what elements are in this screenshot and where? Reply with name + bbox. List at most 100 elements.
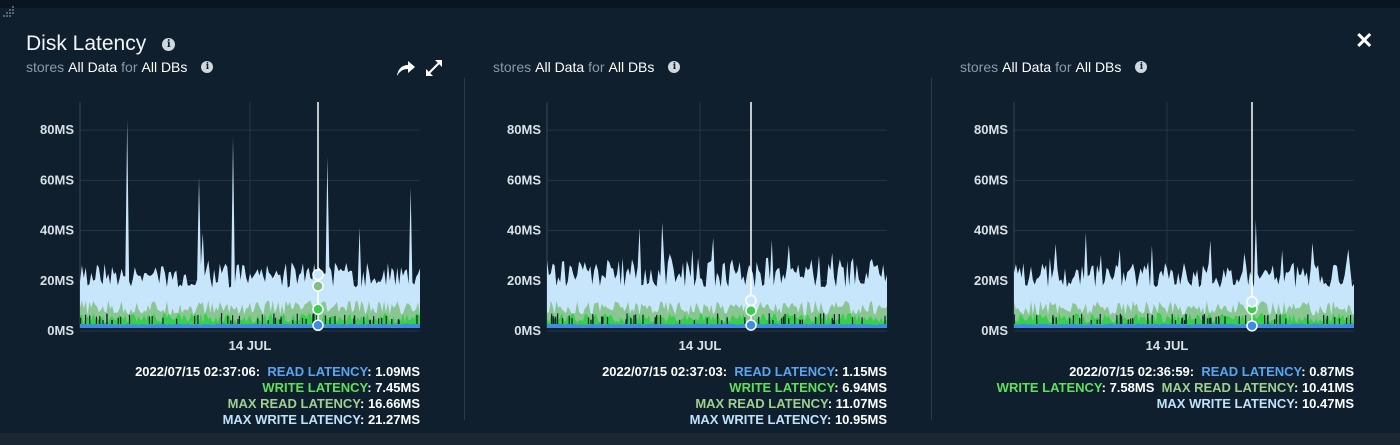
close-icon[interactable]: ✕	[1355, 28, 1374, 53]
x-tick-label: 14 JUL	[679, 338, 722, 353]
series-read-area	[80, 323, 420, 328]
legend-line: MAX WRITE LATENCY: 10.47MS	[940, 396, 1354, 412]
legend-read-value: : 1.15MS	[834, 364, 887, 379]
legend-write-value: : 7.45MS	[367, 380, 420, 395]
panel-subtitle: stores All Data for All DBs i	[493, 59, 681, 75]
legend-write-value: : 6.94MS	[834, 380, 887, 395]
info-icon[interactable]: i	[668, 61, 681, 73]
cursor-marker-read	[312, 319, 324, 332]
legend-max-write-label: MAX WRITE LATENCY	[1156, 396, 1295, 411]
subtitle-store[interactable]: All Data	[68, 59, 118, 75]
cursor-marker-max-write	[1246, 295, 1258, 308]
drag-handle-icon[interactable]	[2, 6, 20, 24]
x-tick-label: 14 JUL	[1146, 338, 1189, 353]
legend-max-write-label: MAX WRITE LATENCY	[689, 412, 828, 427]
subtitle-store[interactable]: All Data	[1002, 59, 1052, 75]
cursor-marker-max-write	[312, 268, 324, 281]
legend-read-label: READ LATENCY	[267, 364, 368, 379]
info-icon[interactable]: i	[162, 37, 176, 51]
y-tick-label: 20MS	[974, 273, 1008, 288]
legend-read-value: : 0.87MS	[1301, 364, 1354, 379]
y-tick-label: 0MS	[47, 323, 74, 338]
legend-line: 2022/07/15 02:37:03: READ LATENCY: 1.15M…	[500, 364, 887, 380]
bottom-strip	[0, 433, 1400, 445]
legend-line: WRITE LATENCY: 7.58MS MAX READ LATENCY: …	[940, 380, 1354, 396]
cursor-marker-write	[312, 303, 324, 316]
subtitle-db[interactable]: All DBs	[608, 59, 655, 75]
y-tick-label: 40MS	[40, 223, 74, 238]
y-tick-label: 60MS	[40, 172, 74, 187]
legend-max-read-value: : 10.41MS	[1294, 380, 1354, 395]
y-tick-label: 0MS	[514, 323, 541, 338]
subtitle-store[interactable]: All Data	[535, 59, 585, 75]
legend-max-write-label: MAX WRITE LATENCY	[222, 412, 361, 427]
legend-max-write-value: : 10.95MS	[827, 412, 887, 427]
legend-timestamp: 2022/07/15 02:37:03:	[602, 364, 728, 379]
legend-line: MAX WRITE LATENCY: 10.95MS	[500, 412, 887, 428]
legend-max-read-label: MAX READ LATENCY	[227, 396, 361, 411]
y-tick-label: 80MS	[974, 122, 1008, 137]
legend-write-label: WRITE LATENCY	[996, 380, 1102, 395]
cursor-marker-read	[745, 319, 757, 331]
series-read-area	[1014, 323, 1354, 328]
y-tick-label: 20MS	[40, 273, 74, 288]
legend-max-read-label: MAX READ LATENCY	[695, 396, 828, 411]
y-tick-label: 80MS	[40, 122, 74, 137]
series-max-write-area	[1014, 220, 1354, 328]
subtitle-prefix: stores	[493, 59, 532, 75]
y-tick-label: 60MS	[974, 172, 1008, 187]
info-icon[interactable]: i	[1135, 61, 1148, 73]
legend-read-value: : 1.09MS	[367, 364, 420, 379]
legend-max-write-value: : 10.47MS	[1294, 396, 1354, 411]
subtitle-db[interactable]: All DBs	[1075, 59, 1122, 75]
subtitle-prefix: stores	[960, 59, 999, 75]
panel-divider	[464, 78, 465, 420]
cursor-marker-max-write	[745, 294, 757, 307]
panel-divider	[931, 78, 932, 420]
chart-legend: 2022/07/15 02:37:03: READ LATENCY: 1.15M…	[500, 364, 887, 428]
subtitle-mid: for	[1055, 59, 1072, 75]
legend-max-read-value: : 11.07MS	[827, 396, 887, 411]
y-tick-label: 80MS	[507, 122, 541, 137]
legend-line: MAX WRITE LATENCY: 21.27MS	[40, 412, 420, 428]
panel-subtitle: stores All Data for All DBs i	[26, 59, 214, 75]
panel-subtitle: stores All Data for All DBs i	[960, 59, 1148, 75]
legend-line: WRITE LATENCY: 7.45MS	[40, 380, 420, 396]
legend-max-write-value: : 21.27MS	[360, 412, 420, 427]
widget-header: Disk Latency i	[26, 32, 176, 56]
legend-line: 2022/07/15 02:36:59: READ LATENCY: 0.87M…	[940, 364, 1354, 380]
legend-write-label: WRITE LATENCY	[729, 380, 835, 395]
series-read-area	[547, 323, 887, 328]
y-tick-label: 0MS	[981, 323, 1008, 338]
legend-timestamp: 2022/07/15 02:36:59:	[1069, 364, 1195, 379]
legend-line: MAX READ LATENCY: 11.07MS	[500, 396, 887, 412]
subtitle-prefix: stores	[26, 59, 65, 75]
legend-read-label: READ LATENCY	[1201, 364, 1302, 379]
legend-write-value: : 7.58MS	[1101, 380, 1155, 395]
widget-title: Disk Latency	[26, 32, 147, 55]
info-icon[interactable]: i	[201, 61, 214, 73]
chart-legend: 2022/07/15 02:36:59: READ LATENCY: 0.87M…	[940, 364, 1354, 412]
y-tick-label: 20MS	[507, 273, 541, 288]
cursor-marker-max-read	[312, 280, 324, 292]
expand-icon[interactable]	[424, 58, 444, 78]
subtitle-db[interactable]: All DBs	[141, 59, 188, 75]
legend-line: 2022/07/15 02:37:06: READ LATENCY: 1.09M…	[40, 364, 420, 380]
legend-max-read-value: : 16.66MS	[360, 396, 420, 411]
legend-line: WRITE LATENCY: 6.94MS	[500, 380, 887, 396]
y-tick-label: 40MS	[974, 223, 1008, 238]
legend-read-label: READ LATENCY	[734, 364, 835, 379]
subtitle-mid: for	[588, 59, 605, 75]
share-icon[interactable]	[396, 59, 416, 77]
legend-timestamp: 2022/07/15 02:37:06:	[135, 364, 261, 379]
subtitle-mid: for	[121, 59, 138, 75]
x-tick-label: 14 JUL	[229, 338, 272, 353]
series-max-write-area	[547, 222, 887, 328]
y-tick-label: 40MS	[507, 223, 541, 238]
legend-line: MAX READ LATENCY: 16.66MS	[40, 396, 420, 412]
y-tick-label: 60MS	[507, 172, 541, 187]
series-max-write-area	[80, 119, 420, 328]
